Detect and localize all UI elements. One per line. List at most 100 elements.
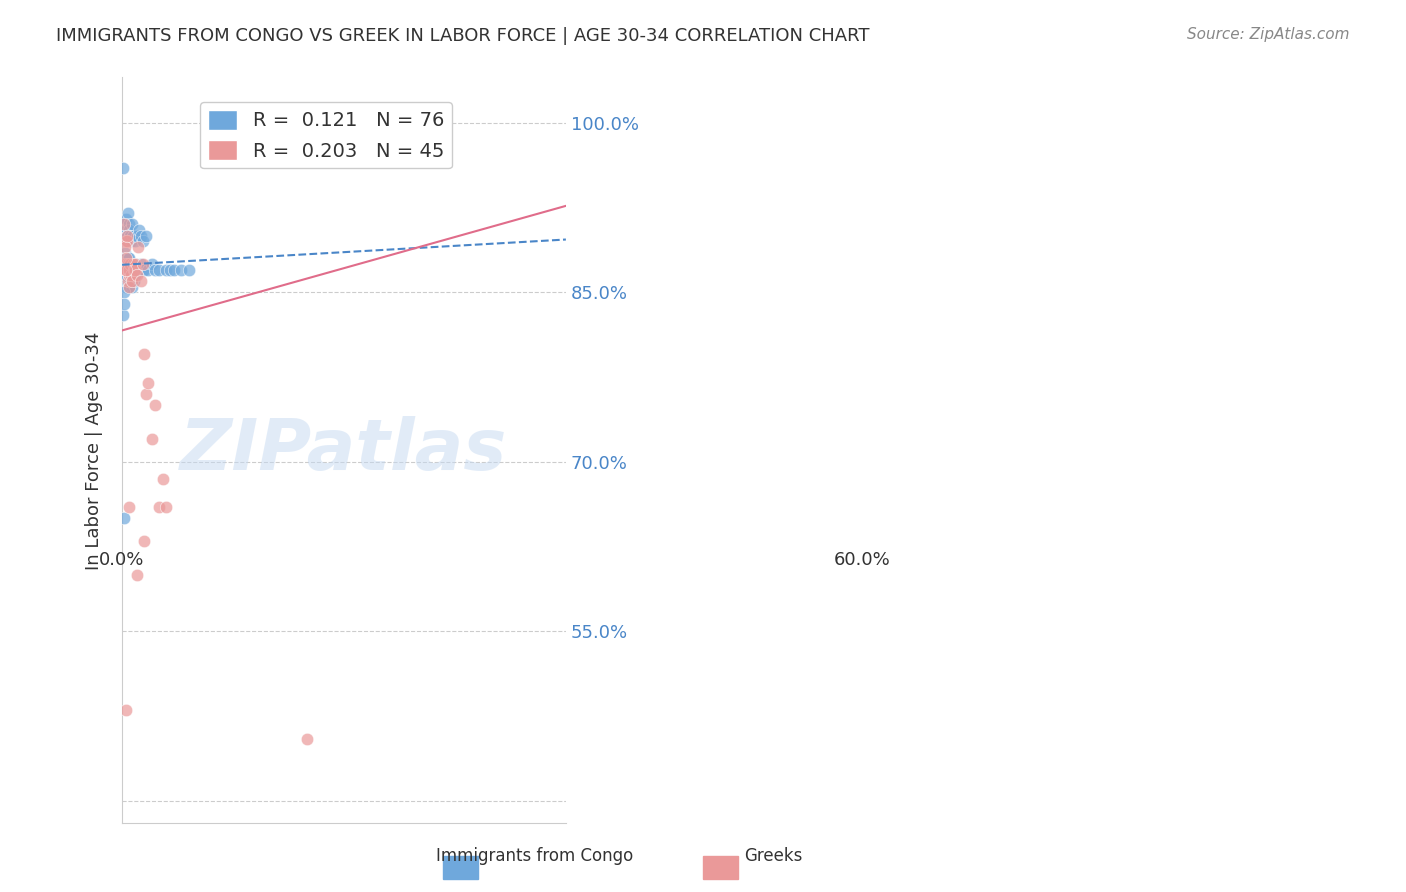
Point <box>222 138 245 153</box>
Point <box>122 257 145 271</box>
Point <box>141 432 163 446</box>
Point <box>295 138 318 153</box>
Point <box>118 262 141 277</box>
Point <box>122 274 145 288</box>
Y-axis label: In Labor Force | Age 30-34: In Labor Force | Age 30-34 <box>86 331 103 570</box>
Text: Immigrants from Congo: Immigrants from Congo <box>436 847 633 865</box>
Point <box>114 268 136 283</box>
Point <box>127 262 149 277</box>
Point <box>124 235 146 249</box>
Point <box>114 228 136 243</box>
Point <box>170 262 193 277</box>
Point <box>114 211 136 226</box>
Text: IMMIGRANTS FROM CONGO VS GREEK IN LABOR FORCE | AGE 30-34 CORRELATION CHART: IMMIGRANTS FROM CONGO VS GREEK IN LABOR … <box>56 27 870 45</box>
Point <box>122 262 145 277</box>
Point <box>135 387 157 401</box>
Point <box>295 731 318 746</box>
Point <box>155 500 177 514</box>
Point <box>129 274 152 288</box>
Point <box>120 235 142 249</box>
Point <box>118 262 141 277</box>
Text: 60.0%: 60.0% <box>834 551 890 569</box>
Point <box>118 252 141 266</box>
Point <box>122 228 145 243</box>
Point <box>112 218 135 232</box>
Point <box>177 262 200 277</box>
Point <box>136 262 159 277</box>
Point <box>124 268 146 283</box>
Point <box>111 161 134 175</box>
Point <box>152 472 174 486</box>
Point <box>121 262 143 277</box>
Point <box>136 376 159 390</box>
Text: Greeks: Greeks <box>744 847 803 865</box>
Text: 0.0%: 0.0% <box>100 551 145 569</box>
Point <box>117 274 139 288</box>
Point <box>115 252 138 266</box>
Point <box>117 257 139 271</box>
Point <box>112 218 135 232</box>
Point <box>115 262 138 277</box>
Point <box>120 268 142 283</box>
Point <box>115 228 138 243</box>
Point <box>117 252 139 266</box>
Point <box>333 150 356 164</box>
Point <box>112 511 135 525</box>
Point <box>124 257 146 271</box>
Point <box>143 262 166 277</box>
Text: ZIPatlas: ZIPatlas <box>180 416 508 485</box>
Point <box>115 262 138 277</box>
Point <box>114 252 136 266</box>
Point <box>111 308 134 322</box>
Point <box>112 296 135 310</box>
Point <box>120 228 142 243</box>
Point <box>114 703 136 717</box>
Point <box>115 257 138 271</box>
Point <box>121 279 143 293</box>
Point <box>132 262 155 277</box>
Point <box>120 257 142 271</box>
Point <box>112 252 135 266</box>
Point <box>117 268 139 283</box>
Point <box>114 257 136 271</box>
Text: Source: ZipAtlas.com: Source: ZipAtlas.com <box>1187 27 1350 42</box>
Point <box>120 274 142 288</box>
Point <box>121 257 143 271</box>
Point <box>112 285 135 300</box>
Point <box>120 268 142 283</box>
Point <box>114 257 136 271</box>
Point <box>370 144 392 158</box>
Point <box>115 235 138 249</box>
Point <box>115 279 138 293</box>
Point <box>112 235 135 249</box>
Point <box>118 279 141 293</box>
Point <box>121 218 143 232</box>
Point <box>155 262 177 277</box>
Point <box>259 144 281 158</box>
Point <box>125 268 148 283</box>
Point <box>121 274 143 288</box>
Point <box>115 223 138 237</box>
Point <box>148 500 170 514</box>
Point <box>114 268 136 283</box>
Point <box>135 228 157 243</box>
Point <box>117 206 139 220</box>
Point <box>125 567 148 582</box>
Point <box>115 228 138 243</box>
Point <box>124 262 146 277</box>
Point <box>129 257 152 271</box>
Point <box>115 262 138 277</box>
Point <box>115 235 138 249</box>
Point <box>112 257 135 271</box>
Legend: R =  0.121   N = 76, R =  0.203   N = 45: R = 0.121 N = 76, R = 0.203 N = 45 <box>201 102 453 169</box>
Point <box>118 279 141 293</box>
Point <box>141 257 163 271</box>
Point <box>118 262 141 277</box>
Point <box>117 279 139 293</box>
Point <box>118 262 141 277</box>
Point <box>125 257 148 271</box>
Point <box>128 223 150 237</box>
Point <box>118 500 141 514</box>
Point <box>125 228 148 243</box>
Point <box>114 240 136 254</box>
